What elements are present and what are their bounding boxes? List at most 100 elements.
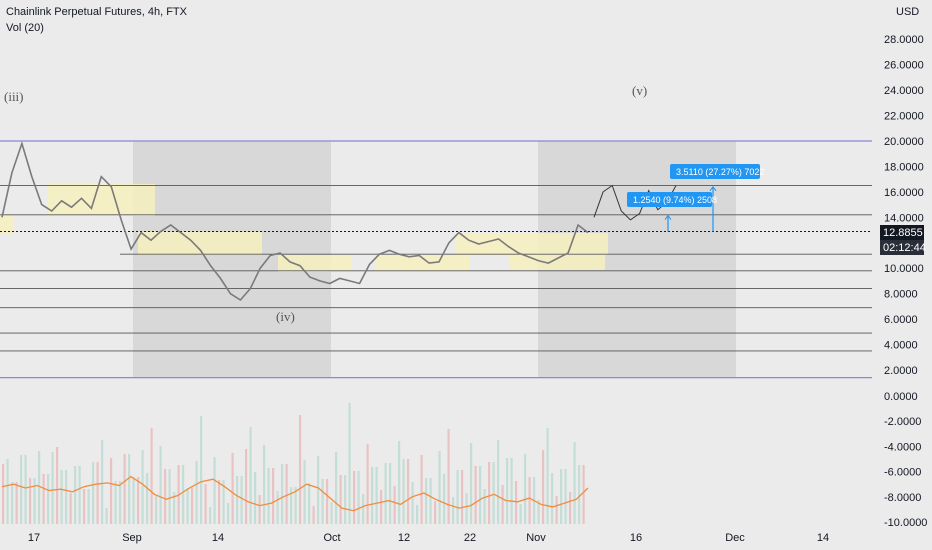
- highlight-box-4: [278, 255, 352, 272]
- horizontal-levels: [0, 140, 872, 379]
- y-tick-label: 16.0000: [884, 187, 924, 199]
- volume-bar: [389, 463, 392, 524]
- volume-bar: [155, 496, 158, 524]
- y-tick-label: 0.0000: [884, 391, 918, 403]
- volume-bar: [240, 476, 243, 524]
- volume-bar: [114, 481, 117, 524]
- volume-bar: [470, 443, 473, 524]
- volume-bar: [191, 488, 194, 524]
- volume-bar: [371, 467, 374, 524]
- volume-bar: [330, 502, 333, 524]
- x-tick-label: Dec: [725, 532, 745, 544]
- measure-box-2[interactable]: 3.5110 (27.27%) 7022: [670, 164, 764, 179]
- volume-bar: [150, 428, 153, 524]
- volume-bar: [285, 464, 288, 524]
- x-tick-label: Oct: [323, 532, 340, 544]
- volume-bar: [452, 497, 455, 524]
- volume-bar: [569, 492, 572, 524]
- y-tick-label: 8.0000: [884, 289, 918, 301]
- volume-bar: [281, 464, 284, 524]
- volume-bar: [303, 460, 306, 524]
- volume-bar: [137, 477, 140, 524]
- highlight-box-7: [510, 253, 605, 270]
- volume-bar: [429, 478, 432, 524]
- volume-bar: [24, 455, 27, 524]
- x-tick-label: 22: [464, 532, 476, 544]
- volume-bar: [447, 429, 450, 524]
- volume-bar: [528, 477, 531, 524]
- volume-bar: [564, 469, 567, 524]
- volume-bar: [159, 446, 162, 524]
- volume-bar: [357, 471, 360, 524]
- volume-bar: [510, 458, 513, 524]
- volume-bar: [366, 444, 369, 524]
- volume-bar: [200, 416, 203, 524]
- volume-bar: [173, 492, 176, 524]
- highlight-box-1: [0, 216, 14, 233]
- volume-bar: [47, 474, 50, 524]
- volume-bar: [474, 466, 477, 524]
- highlight-box-5: [375, 255, 470, 272]
- volume-bar: [434, 501, 437, 524]
- volume-bar: [69, 493, 72, 524]
- volume-bar: [308, 483, 311, 524]
- y-axis[interactable]: 28.0000 26.0000 24.0000 22.0000 20.0000 18.00…: [884, 34, 927, 529]
- volume-bar: [38, 451, 41, 524]
- volume-bar: [20, 455, 23, 524]
- highlight-box-3: [138, 232, 262, 255]
- volume-bar: [537, 500, 540, 524]
- x-tick-label: 16: [630, 532, 642, 544]
- volume-bar: [87, 489, 90, 524]
- volume-bar: [128, 454, 131, 524]
- volume-bar: [501, 485, 504, 524]
- y-tick-label: 6.0000: [884, 314, 918, 326]
- volume-bar: [123, 454, 126, 524]
- volume-bar: [299, 415, 302, 524]
- bar-countdown-value: 02:12:44: [883, 242, 926, 254]
- volume-bar: [222, 480, 225, 524]
- volume-bar: [231, 453, 234, 524]
- y-tick-label: -2.0000: [884, 416, 921, 428]
- volume-bar: [218, 480, 221, 524]
- volume-bar: [384, 463, 387, 524]
- x-tick-label: 14: [212, 532, 224, 544]
- volume-bar: [204, 484, 207, 524]
- volume-bar: [362, 494, 365, 524]
- y-tick-label: 26.0000: [884, 60, 924, 72]
- volume-bar: [438, 451, 441, 524]
- volume-bar: [416, 505, 419, 524]
- volume-bar: [443, 474, 446, 524]
- volume-bar: [515, 481, 518, 524]
- price-line: [1, 140, 589, 302]
- currency-label[interactable]: USD: [896, 6, 919, 18]
- measure-box-2-text: 3.5110 (27.27%) 7022: [676, 167, 764, 177]
- background-layer: [0, 141, 736, 378]
- volume-bar: [294, 487, 297, 524]
- volume-bar: [51, 452, 54, 524]
- highlight-box-2: [48, 184, 155, 216]
- volume-bar: [326, 479, 329, 524]
- volume-bar: [132, 477, 135, 524]
- last-price-value: 12.8855: [883, 227, 923, 239]
- y-tick-label: 24.0000: [884, 85, 924, 97]
- volume-bar: [236, 476, 239, 524]
- volume-bar: [276, 491, 279, 524]
- measure-box-1[interactable]: 1.2540 (9.74%) 2508: [627, 192, 717, 207]
- volume-bar: [263, 445, 266, 524]
- volume-bar: [465, 493, 468, 524]
- y-tick-label: -10.0000: [884, 517, 927, 529]
- y-tick-label: -8.0000: [884, 492, 921, 504]
- volume-bar: [96, 462, 99, 524]
- volume-bar: [105, 508, 108, 524]
- wave-label-v: (v): [632, 83, 647, 98]
- x-tick-label: Sep: [122, 532, 142, 544]
- y-tick-label: 4.0000: [884, 340, 918, 352]
- volume-bar: [110, 458, 113, 524]
- volume-bar: [380, 490, 383, 524]
- volume-bar: [483, 489, 486, 524]
- volume-ma-line: [1, 475, 589, 512]
- x-axis[interactable]: 17 Sep 14 Oct 12 22 Nov 16 Dec 14: [28, 532, 829, 544]
- y-tick-label: 28.0000: [884, 34, 924, 46]
- x-tick-label: 17: [28, 532, 40, 544]
